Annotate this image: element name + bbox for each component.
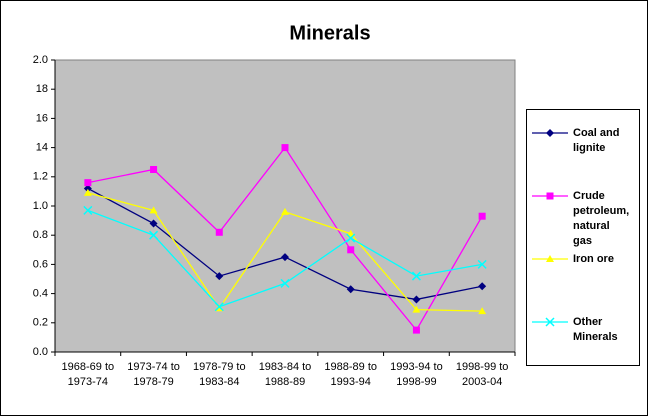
y-tick-label: 2.0 — [33, 54, 48, 66]
point — [412, 305, 421, 313]
y-tick-label: 1.2 — [33, 171, 48, 183]
point — [149, 219, 158, 228]
legend-label: Crude petroleum, natural gas — [573, 190, 629, 247]
point — [83, 184, 92, 193]
x-tick-label: 1993-94 to 1998-99 — [390, 361, 443, 388]
x-tick-label: 1983-84 to 1988-89 — [259, 361, 312, 388]
point — [150, 166, 158, 173]
point — [281, 144, 289, 152]
y-tick-label: 0.6 — [33, 258, 48, 270]
point — [215, 272, 224, 281]
point — [83, 188, 92, 196]
point — [215, 228, 223, 236]
y-tick-label: 0.0 — [33, 346, 48, 358]
point — [478, 307, 487, 315]
point — [346, 285, 355, 294]
legend-label: Iron ore — [573, 253, 614, 265]
x-tick-label: 1978-79 to 1983-84 — [193, 361, 246, 388]
point — [346, 233, 356, 243]
point — [477, 259, 487, 269]
point — [280, 278, 290, 288]
chart-title: Minerals — [289, 22, 370, 44]
legend-label: Coal and lignite — [573, 127, 619, 154]
point — [83, 205, 93, 215]
point — [149, 230, 159, 240]
x-tick-label: 1973-74 to 1978-79 — [127, 361, 180, 388]
legend-marker — [545, 317, 555, 327]
point — [347, 246, 355, 254]
y-tick-label: 18 — [36, 83, 48, 95]
point — [281, 253, 289, 262]
y-tick-label: 14 — [36, 142, 48, 154]
point — [478, 282, 487, 291]
point — [149, 206, 158, 214]
point — [412, 295, 421, 304]
point — [281, 207, 289, 215]
x-tick-label: 1988-89 to 1993-94 — [324, 361, 377, 388]
legend-marker — [546, 192, 554, 200]
point — [411, 271, 421, 281]
y-tick-label: 1.0 — [33, 200, 48, 212]
point — [346, 229, 355, 237]
point — [214, 302, 224, 312]
legend-marker — [546, 255, 554, 262]
legend-label: Other Minerals — [573, 316, 618, 343]
x-tick-label: 1968-69 to 1973-74 — [62, 361, 115, 388]
y-tick-label: 16 — [36, 112, 48, 124]
point — [84, 179, 92, 187]
y-tick-label: 0.2 — [33, 317, 48, 329]
legend-marker — [546, 129, 554, 137]
y-tick-label: 0.8 — [33, 229, 48, 241]
legend-box — [526, 109, 640, 366]
y-tick-label: 0.4 — [33, 288, 48, 300]
plot-area — [54, 59, 516, 353]
point — [478, 212, 486, 220]
x-tick-label: 1998-99 to 2003-04 — [456, 361, 509, 388]
point — [412, 326, 420, 334]
